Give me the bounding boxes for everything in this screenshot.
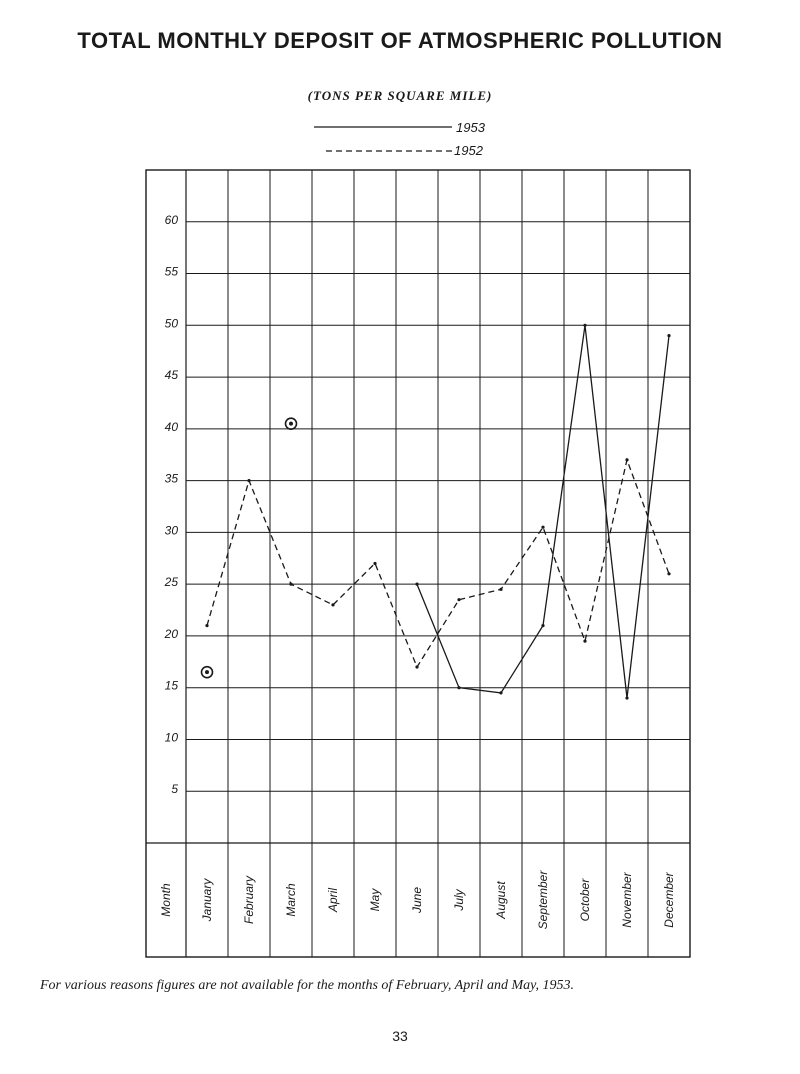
y-tick-label: 20 [164,627,179,641]
y-tick-label: 60 [165,213,179,227]
data-point-1952 [667,572,671,576]
data-point-1952 [205,623,209,628]
circled-dot-icon [284,417,298,430]
x-tick-label: December [662,871,676,927]
legend-label-1952: 1952 [454,143,483,158]
circled-dot-icon [200,665,214,679]
series-line-1953 [416,325,670,699]
chart-title: TOTAL MONTHLY DEPOSIT OF ATMOSPHERIC POL… [77,28,723,53]
data-point-1953 [457,686,461,690]
page-number: 33 [392,1028,408,1044]
chart-frame [145,169,691,958]
marker-ring [200,665,214,679]
data-point-1952 [415,665,419,669]
data-point-1953 [583,323,587,327]
y-tick-label: 35 [165,472,179,486]
data-point-1952 [373,561,377,566]
data-point-1952 [247,479,251,483]
y-tick-label: 45 [165,368,179,382]
data-point-1952 [499,587,503,591]
series-line-1952 [206,457,670,669]
x-axis-label: Month [159,883,173,917]
x-tick-label: October [578,878,592,922]
data-point-1952 [331,603,335,607]
data-point-1952 [583,639,587,643]
chart-subtitle: (TONS PER SQUARE MILE) [307,88,493,103]
x-tick-label: May [368,888,382,912]
data-point-1952 [541,525,545,529]
y-tick-label: 40 [165,420,179,434]
data-point-1952 [625,458,629,462]
y-tick-label: 10 [165,730,179,744]
y-tick-label: 25 [164,575,179,589]
x-tick-label: September [536,870,550,930]
legend-label-1953: 1953 [456,120,485,135]
data-point-1953 [625,696,629,700]
y-tick-label: 50 [165,316,179,330]
footnote: For various reasons figures are not avai… [40,978,575,993]
x-tick-label: August [494,881,508,920]
chart-grid [145,169,691,958]
x-tick-label: April [326,888,340,913]
marker-dot [205,670,209,675]
x-tick-label: November [620,871,634,927]
x-tick-label: February [242,875,256,924]
data-point-1952 [457,598,461,602]
x-tick-label: July [452,888,466,911]
data-point-1953 [499,691,503,695]
x-tick-label: March [284,883,298,917]
x-tick-label: June [410,887,424,914]
chart-series [205,323,671,700]
marker-ring [284,417,298,430]
chart-markers [200,417,298,679]
y-axis-labels: 5 10 15 20 25 30 35 40 45 50 55 60 [164,213,179,796]
y-tick-label: 15 [165,679,179,693]
data-point-1952 [289,582,293,586]
x-tick-label: January [200,878,214,923]
x-axis-labels: Month January February March April May June Jul… [159,870,676,930]
data-point-1953 [541,623,545,628]
marker-dot [289,421,293,426]
y-tick-label: 55 [165,265,179,279]
y-tick-label: 5 [171,782,178,796]
data-point-1953 [667,334,671,338]
y-tick-label: 30 [165,523,179,537]
data-point-1953 [415,582,419,586]
